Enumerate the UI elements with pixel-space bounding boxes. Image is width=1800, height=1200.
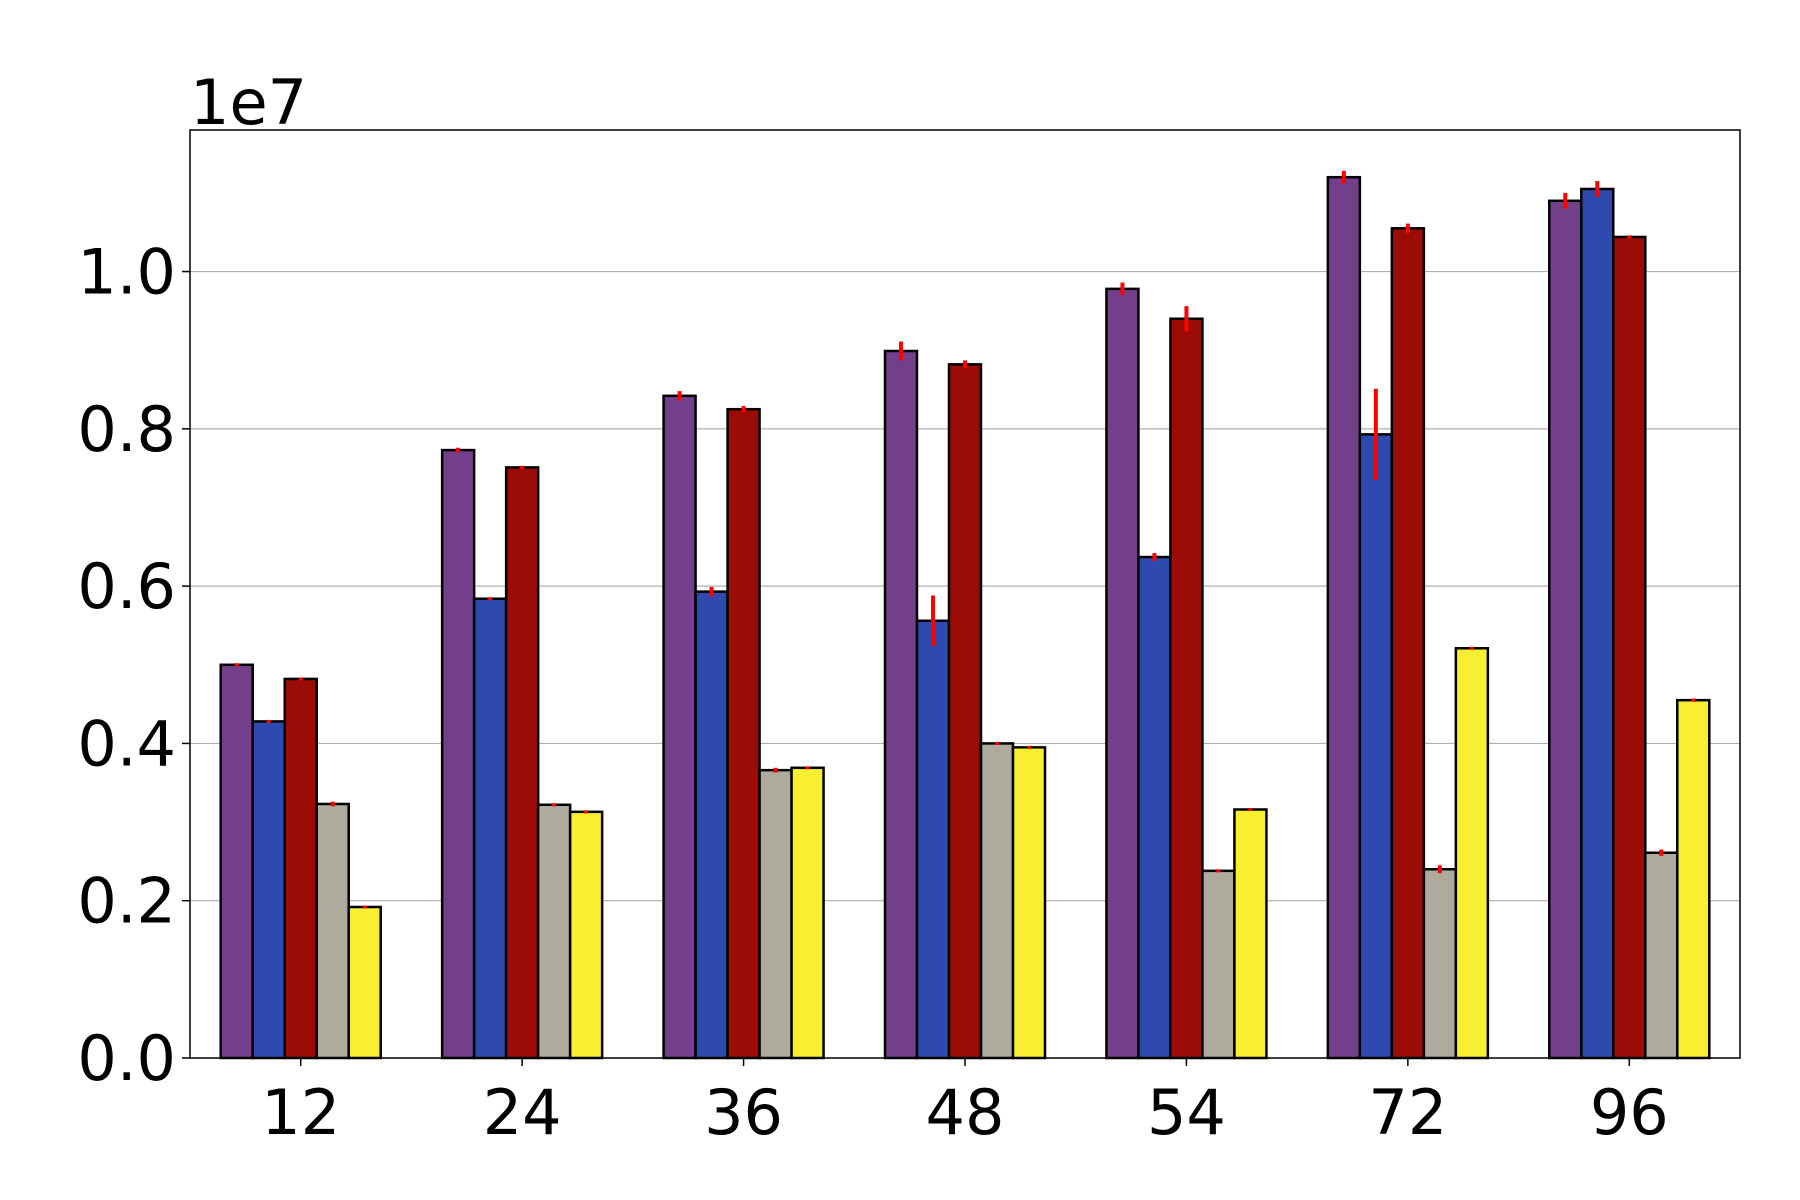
bar [347, 905, 382, 1060]
bar [472, 597, 508, 1060]
bar [915, 619, 951, 1060]
bar [1390, 227, 1426, 1060]
bars-layer [219, 175, 1711, 1060]
bar [568, 810, 604, 1060]
x-tick-label: 12 [261, 1076, 340, 1149]
bar [1358, 433, 1394, 1060]
x-tick-label: 54 [1147, 1076, 1226, 1149]
bar [315, 802, 350, 1060]
bar [1201, 869, 1236, 1060]
bar [1326, 175, 1362, 1060]
bar [504, 466, 540, 1060]
bar [1233, 808, 1268, 1060]
bar [536, 803, 572, 1060]
bar [283, 677, 318, 1060]
bar [726, 407, 761, 1060]
bar [1548, 199, 1583, 1060]
bar [1169, 317, 1204, 1060]
bar [1612, 235, 1647, 1060]
x-tick-label: 36 [704, 1076, 783, 1149]
axis-offset-label: 1e7 [190, 66, 307, 139]
y-tick-label: 0.4 [77, 707, 176, 780]
bar [790, 766, 825, 1060]
x-tick-label: 96 [1590, 1076, 1669, 1149]
bar [1676, 698, 1711, 1060]
y-tick-label: 0.6 [77, 550, 176, 623]
bar [219, 663, 254, 1060]
x-tick-label: 24 [483, 1076, 562, 1149]
y-axis: 0.0 0.2 0.4 0.6 0.8 1.0 [77, 236, 190, 1095]
bar [1422, 868, 1458, 1060]
bar [662, 394, 697, 1060]
bar [440, 448, 476, 1060]
x-tick-label: 48 [926, 1076, 1005, 1149]
y-tick-label: 0.8 [77, 393, 176, 466]
y-tick-label: 1.0 [77, 236, 176, 309]
bar [883, 349, 919, 1060]
bar [1137, 555, 1172, 1060]
bar [1580, 187, 1615, 1060]
error-bars-layer [234, 170, 1696, 909]
bar [1105, 287, 1140, 1060]
bar [979, 742, 1015, 1060]
bar [947, 363, 983, 1060]
x-tick-label: 72 [1368, 1076, 1447, 1149]
bar [694, 590, 729, 1060]
bar [1644, 851, 1679, 1060]
bar [758, 768, 793, 1060]
y-tick-label: 0.2 [77, 865, 176, 938]
x-axis: 12 24 36 48 54 72 96 [261, 1058, 1669, 1149]
bar [1011, 746, 1047, 1060]
y-tick-label: 0.0 [77, 1022, 176, 1095]
bar [1454, 647, 1490, 1060]
bar [251, 720, 286, 1060]
